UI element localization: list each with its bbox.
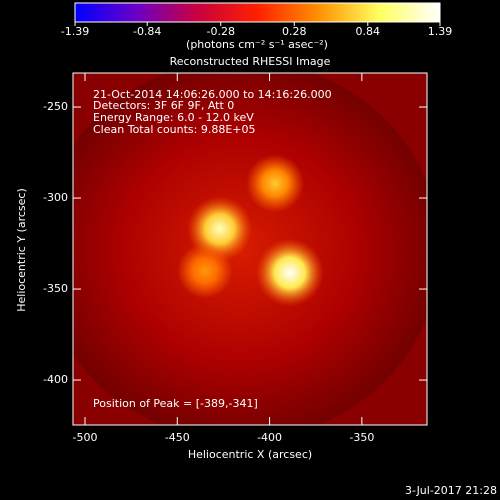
y-tick-label: -250 [43,100,68,113]
x-tick-label: -400 [257,431,282,444]
source [177,243,233,299]
colorbar-tick-label: -0.84 [133,25,161,38]
x-tick-label: -450 [165,431,190,444]
colorbar-tick-label: -1.39 [61,25,89,38]
annotation: 21-Oct-2014 14:06:26.000 to 14:16:26.000 [93,88,332,101]
x-tick-label: -350 [349,431,374,444]
colorbar-tick-label: 1.39 [428,25,453,38]
colorbar-tick-label: 0.84 [356,25,381,38]
y-axis-label: Heliocentric Y (arcsec) [15,188,28,312]
x-axis-label: Heliocentric X (arcsec) [188,448,312,461]
footer: 3-Jul-2017 21:28 [405,484,497,497]
y-tick-label: -400 [43,373,68,386]
colorbar-tick-label: 0.28 [282,25,307,38]
x-tick-label: -500 [73,431,98,444]
image-glow [73,73,427,425]
source [246,154,305,213]
colorbar [74,2,441,23]
annotation: Clean Total counts: 9.88E+05 [93,123,256,136]
plot-frame [72,72,428,426]
colorbar-label: (photons cm⁻² s⁻¹ asec⁻²) [186,38,328,51]
annotation: Detectors: 3F 6F 9F, Att 0 [93,99,234,112]
annotation: Energy Range: 6.0 - 12.0 keV [93,111,254,124]
colorbar-tick-label: -0.28 [207,25,235,38]
source [255,238,324,307]
peak-note: Position of Peak = [-389,-341] [93,397,258,410]
y-tick-label: -350 [43,282,68,295]
y-tick-label: -300 [43,191,68,204]
chart-title: Reconstructed RHESSI Image [170,55,331,68]
